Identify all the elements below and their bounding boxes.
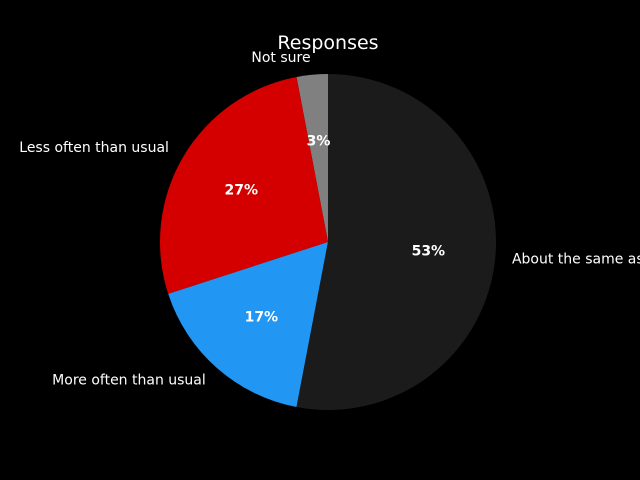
pie-slice-label: Not sure xyxy=(251,50,310,66)
pie-percent-label: 3% xyxy=(307,134,331,150)
pie-slice-more-often-than-usual xyxy=(168,242,328,408)
pie-slice-label: More often than usual xyxy=(52,373,206,389)
pie-labels: 3% Not sure 27% Less often than usual 17% Mor… xyxy=(19,50,640,389)
pie-slice-not-sure xyxy=(296,74,328,242)
pie-percent-label: 53% xyxy=(412,243,446,259)
pie-slices xyxy=(160,73,497,411)
pie-slice-about-the-same-as-usual xyxy=(296,73,497,411)
chart-title: Responses xyxy=(277,32,378,54)
pie-slice-label: Less often than usual xyxy=(19,140,169,156)
pie-slice-label: About the same as usual xyxy=(512,251,640,267)
pie-slice-less-often-than-usual xyxy=(160,76,328,294)
pie-percent-label: 17% xyxy=(245,310,279,326)
pie-percent-label: 27% xyxy=(224,183,258,199)
